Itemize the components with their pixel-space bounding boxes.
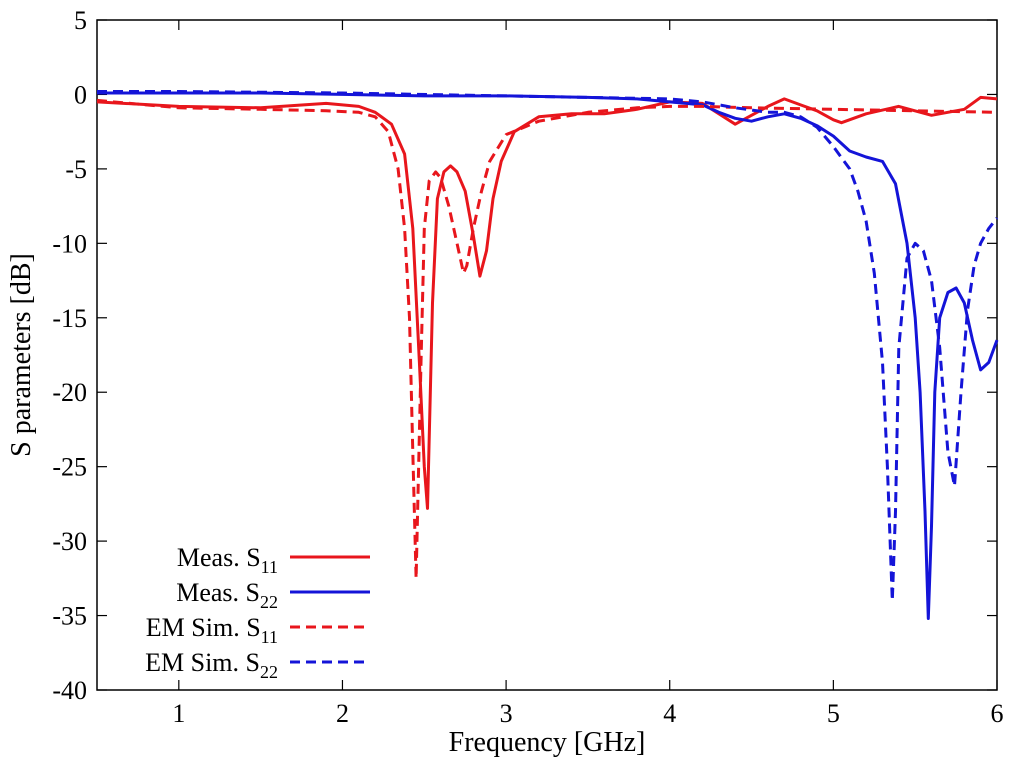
x-tick-label: 3 bbox=[500, 699, 513, 728]
series-line-3 bbox=[96, 98, 998, 580]
x-tick-label: 4 bbox=[663, 699, 676, 728]
x-tick-label: 6 bbox=[991, 699, 1004, 728]
legend-label-3: EM Sim. S11 bbox=[146, 613, 278, 647]
y-tick-label: 5 bbox=[74, 6, 87, 35]
plot-frame bbox=[96, 19, 998, 691]
legend-label-2: Meas. S22 bbox=[176, 578, 278, 612]
y-tick-label: 0 bbox=[74, 80, 87, 109]
y-tick-label: -40 bbox=[52, 676, 87, 705]
y-tick-label: -30 bbox=[52, 527, 87, 556]
y-tick-label: -5 bbox=[65, 155, 87, 184]
y-tick-label: -35 bbox=[52, 602, 87, 631]
y-tick-label: -20 bbox=[52, 378, 87, 407]
series-line-2 bbox=[97, 91, 999, 620]
x-tick-label: 1 bbox=[172, 699, 185, 728]
y-tick-label: -25 bbox=[52, 453, 87, 482]
axis-ticks: 1 2 3 4 5 6 5 0 -5 -10 -15 -20 -25 -30 -35 -40 bbox=[52, 6, 1003, 728]
y-tick-label: -15 bbox=[52, 304, 87, 333]
x-tick-label: 2 bbox=[336, 699, 349, 728]
y-tick-label: -10 bbox=[52, 229, 87, 258]
x-axis-label: Frequency [GHz] bbox=[449, 727, 646, 758]
legend-label-4: EM Sim. S22 bbox=[145, 648, 278, 682]
series-layer bbox=[96, 90, 999, 620]
series-line-1 bbox=[96, 95, 998, 510]
series-line-4 bbox=[97, 90, 999, 603]
y-axis-label: S parameters [dB] bbox=[6, 253, 37, 457]
legend-label-1: Meas. S11 bbox=[177, 543, 278, 577]
x-tick-label: 5 bbox=[827, 699, 840, 728]
